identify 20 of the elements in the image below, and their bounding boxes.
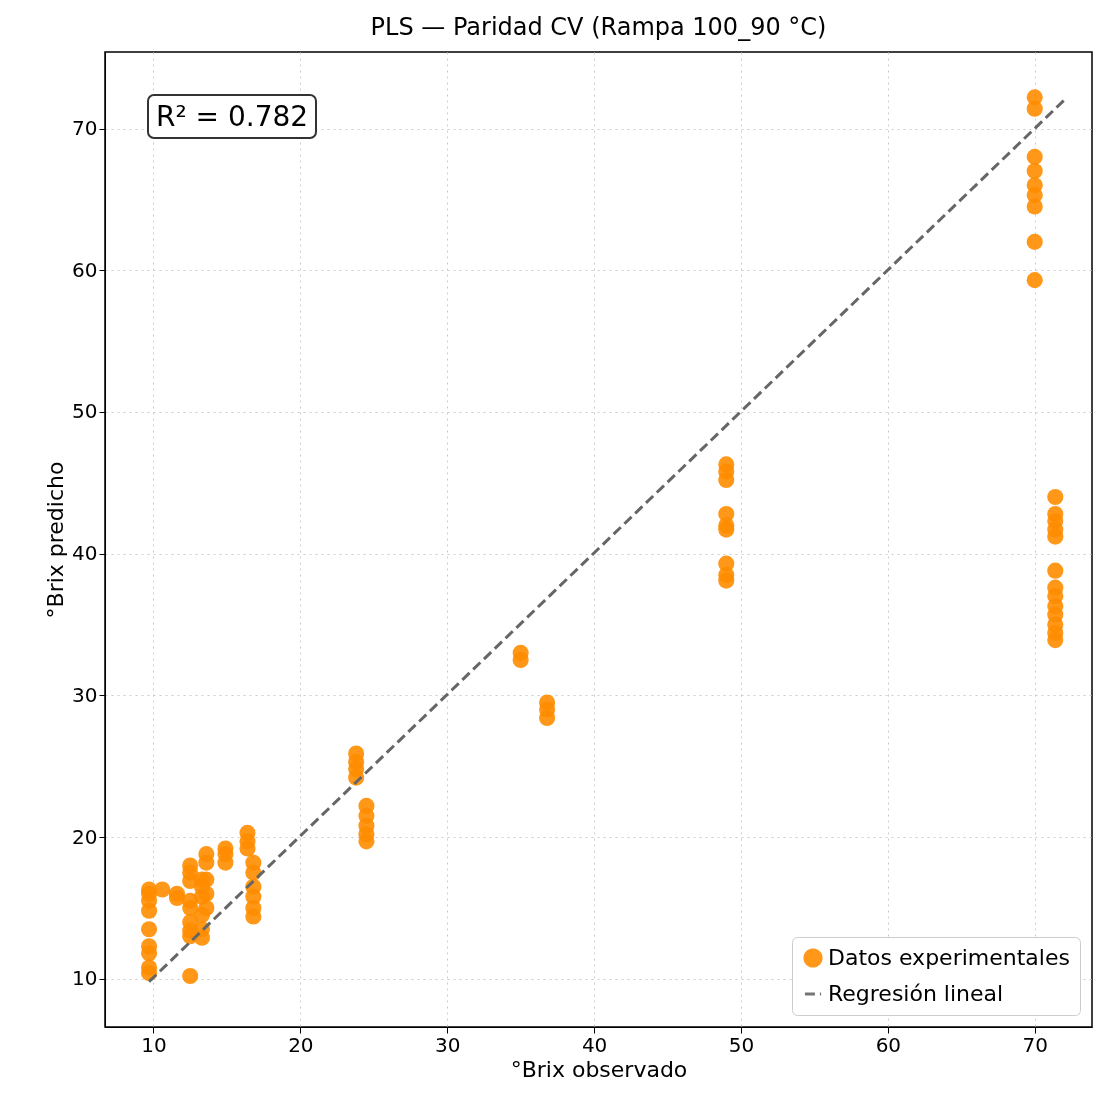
- y-tick-label: 60: [72, 257, 98, 282]
- x-tick-label: 40: [581, 1032, 608, 1057]
- y-tick-label: 70: [72, 116, 98, 141]
- x-tick-label: 30: [434, 1032, 461, 1057]
- y-tick-label: 10: [72, 966, 98, 991]
- x-axis-title: °Brix observado: [510, 1056, 688, 1082]
- x-tick-label: 20: [288, 1032, 314, 1057]
- y-tick-label: 20: [72, 824, 98, 849]
- y-tick-label: 50: [72, 399, 98, 424]
- y-tick-label: 40: [72, 541, 98, 566]
- legend-label: Datos experimentales: [828, 945, 1070, 970]
- y-axis-title: °Brix predicho: [43, 461, 69, 619]
- x-tick-label: 50: [728, 1032, 755, 1057]
- x-tick-label: 10: [141, 1032, 167, 1057]
- legend-label: Regresión lineal: [828, 981, 1004, 1006]
- chart-title: PLS — Paridad CV (Rampa 100_90 °C): [370, 13, 827, 41]
- y-tick-label: 30: [72, 682, 98, 707]
- x-tick-label: 60: [875, 1032, 902, 1057]
- x-tick-label: 70: [1022, 1032, 1048, 1057]
- annotation: R² = 0.782: [147, 94, 318, 139]
